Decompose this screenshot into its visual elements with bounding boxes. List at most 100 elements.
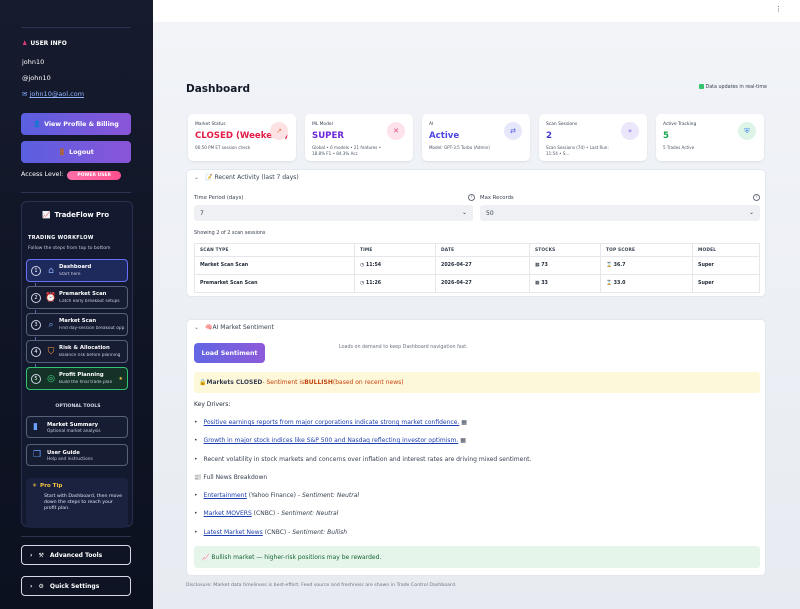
- workflow-panel: 📈 TradeFlow Pro TRADING WORKFLOW Follow t…: [21, 201, 133, 528]
- arrow-icon: ↗: [270, 122, 288, 140]
- advanced-tools-expander[interactable]: › ⚒ Advanced Tools: [21, 545, 131, 565]
- divider: [21, 536, 131, 537]
- step-premarket-scan[interactable]: 2 ⏰ Premarket Scan Catch early breakout …: [26, 286, 128, 309]
- load-note: Loads on demand to keep Dashboard naviga…: [339, 345, 468, 350]
- news-item: • Latest Market News (CNBC) - Sentiment: …: [194, 529, 348, 536]
- cell-model: Super: [692, 256, 760, 275]
- card-ml-model: ML Model SUPER Global • 6 models • 21 fe…: [305, 114, 413, 161]
- step-subtitle: Balance risk before planning: [59, 353, 121, 358]
- cell-top-score: ⌛ 36.7: [600, 256, 693, 275]
- chevron-down-icon: ⌄: [194, 324, 200, 331]
- chevron-down-icon: ⌄: [748, 209, 754, 216]
- hourglass-icon: ⌛: [606, 281, 612, 286]
- card-label: Active Tracking: [663, 122, 697, 127]
- step-profit-planning[interactable]: 5 ◎ Profit Planning Build the final trad…: [26, 367, 128, 390]
- access-badge: POWER USER: [67, 171, 121, 180]
- help-icon[interactable]: ?: [753, 194, 760, 201]
- card-scan-sessions: Scan Sessions 2 Scan Sessions (7d) • Las…: [539, 114, 647, 161]
- driver-link[interactable]: Growth in major stock indices like S&P 5…: [203, 437, 459, 444]
- table-row[interactable]: Market Scan Scan ◷ 11:54 2026-04-27 ▦ 73…: [194, 256, 760, 275]
- news-link[interactable]: Market MOVERS: [203, 510, 252, 517]
- card-label: Market Status: [195, 122, 226, 127]
- chart-up-icon: 📈: [202, 553, 210, 561]
- card-value: SUPER: [312, 131, 344, 141]
- divider: [21, 192, 131, 193]
- cell-stocks: ▦ 73: [529, 256, 601, 275]
- recent-activity-header[interactable]: ⌄ 📝 Recent Activity (last 7 days): [194, 174, 299, 181]
- table-row[interactable]: Premarket Scan Scan ◷ 11:26 2026-04-27 ▦…: [194, 274, 760, 293]
- news-breakdown-label: 📰 Full News Breakdown: [194, 474, 268, 481]
- person-icon: 👤: [33, 121, 42, 128]
- workflow-title: 📈 TradeFlow Pro: [42, 211, 110, 219]
- step-title: Risk & Allocation: [59, 345, 110, 351]
- target-icon: ◎: [47, 374, 55, 384]
- lightbulb-icon: ☀: [32, 483, 38, 489]
- card-market-status: Market Status CLOSED (Weekend) 06:50 PM …: [188, 114, 296, 161]
- page-title: Dashboard: [186, 83, 251, 95]
- bar-chart-icon: ▮: [33, 422, 38, 432]
- home-icon: ⌂: [48, 266, 54, 276]
- load-sentiment-button[interactable]: Load Sentiment: [194, 343, 265, 363]
- wrench-icon: ⚒: [38, 551, 44, 559]
- time-period-label: Time Period (days): [194, 195, 244, 201]
- card-value: CLOSED (Weekend): [195, 131, 289, 141]
- chart-icon: ▦: [535, 263, 540, 268]
- sentiment-header[interactable]: ⌄ 🧠AI Market Sentiment: [194, 324, 274, 331]
- newspaper-icon: 📰: [194, 474, 202, 481]
- market-closed-text: Markets CLOSED: [206, 379, 263, 386]
- news-link[interactable]: Entertainment: [203, 492, 247, 499]
- swap-icon: ⇄: [504, 122, 522, 140]
- logout-button[interactable]: 🚪 Logout: [21, 141, 131, 163]
- chevron-right-icon: ›: [30, 582, 33, 590]
- card-desc: Model: GPT-3.5 Turbo (Admin): [429, 145, 490, 150]
- cell-scan-type: Premarket Scan Scan: [194, 274, 355, 293]
- step-risk-allocation[interactable]: 4 ⛉ Risk & Allocation Balance risk befor…: [26, 340, 128, 363]
- step-title: Profit Planning: [59, 372, 104, 378]
- driver-link[interactable]: Positive earnings reports from major cor…: [203, 419, 460, 426]
- shield-icon: ⛉: [47, 347, 55, 357]
- column-header: MODEL: [692, 243, 760, 257]
- step-market-scan[interactable]: 3 ⌕ Market Scan Find day-session breakou…: [26, 313, 128, 336]
- step-number: 1: [31, 266, 41, 276]
- mail-icon: ✉: [22, 90, 28, 98]
- max-records-select[interactable]: 50 ⌄: [480, 205, 760, 221]
- step-number: 4: [31, 347, 41, 357]
- market-status-alert: 🔒 Markets CLOSED - Sentiment is BULLISH (…: [194, 372, 760, 393]
- news-link[interactable]: Latest Market News: [203, 529, 263, 536]
- tool-market-summary[interactable]: ▮ Market Summary Optional market analysi…: [26, 416, 128, 438]
- shield-check-icon: ⛨: [738, 122, 756, 140]
- card-value: Active: [429, 131, 460, 141]
- view-profile-button[interactable]: 👤 View Profile & Billing: [21, 113, 131, 135]
- step-number: 3: [31, 320, 41, 330]
- key-drivers-label: Key Drivers:: [194, 401, 231, 408]
- more-options-icon[interactable]: ⋮: [775, 5, 782, 13]
- cell-top-score: ⌛ 33.0: [600, 274, 693, 293]
- book-icon: ❒: [33, 450, 42, 460]
- chip-icon: ✕: [387, 122, 405, 140]
- optional-tools-heading: OPTIONAL TOOLS: [55, 404, 101, 409]
- help-icon[interactable]: ?: [468, 194, 475, 201]
- email-link[interactable]: john10@aol.com: [29, 90, 85, 98]
- chart-icon: ▦: [460, 437, 466, 444]
- sidebar: ♟ USER INFO john10 @john10 ✉ john10@aol.c…: [0, 0, 153, 609]
- time-period-select[interactable]: 7 ⌄: [194, 205, 473, 221]
- column-header: DATE: [435, 243, 530, 257]
- bullish-alert: 📈 Bullish market — higher-risk positions…: [194, 546, 760, 568]
- cell-time: ◷ 11:54: [354, 256, 436, 275]
- user-handle: @john10: [22, 74, 51, 82]
- username: john10: [22, 58, 45, 66]
- card-desc: 06:50 PM ET session check: [195, 145, 251, 150]
- chevron-right-icon: ›: [30, 551, 33, 559]
- card-desc: Scan Sessions (7d) • Last Run: 11:54 • S…: [546, 145, 609, 156]
- card-label: ML Model: [312, 122, 333, 127]
- column-header: STOCKS: [529, 243, 601, 257]
- pulse-icon: »: [621, 122, 639, 140]
- quick-settings-expander[interactable]: › ⚙ Quick Settings: [21, 576, 131, 596]
- max-records-label: Max Records: [480, 195, 514, 201]
- step-dashboard[interactable]: 1 ⌂ Dashboard Start here: [26, 259, 128, 282]
- column-header: TOP SCORE: [600, 243, 693, 257]
- step-subtitle: Start here: [59, 272, 81, 277]
- table-header-row: SCAN TYPE TIME DATE STOCKS TOP SCORE MOD…: [194, 243, 760, 257]
- tool-user-guide[interactable]: ❒ User Guide Help and instructions: [26, 444, 128, 466]
- card-active-tracking: Active Tracking 5 5 Trades Active ⛨: [656, 114, 764, 161]
